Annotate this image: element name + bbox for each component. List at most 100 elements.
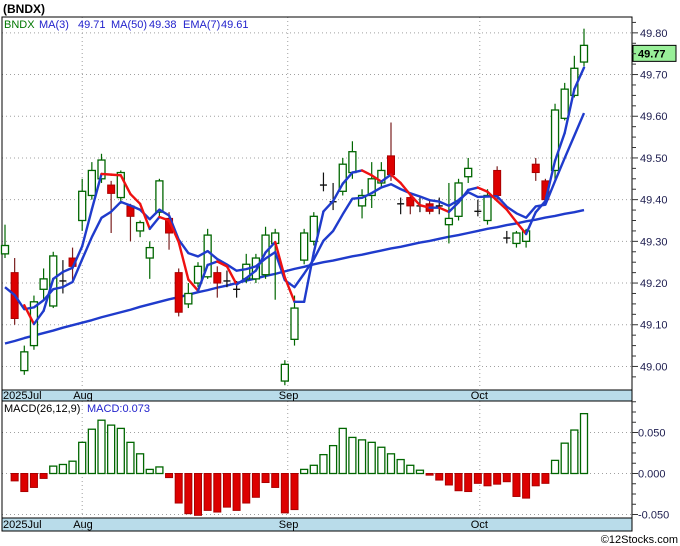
- month-band-top: [1, 389, 633, 402]
- candle: [280, 360, 290, 386]
- ma3-line-segment: [524, 210, 537, 236]
- legend-ma3-value: 49.71: [78, 19, 106, 31]
- candle-body: [107, 184, 116, 194]
- ma3-line-segment: [52, 270, 65, 281]
- macd-bar: [58, 463, 68, 475]
- macd-bar: [280, 473, 289, 514]
- macd-bar: [435, 473, 444, 481]
- macd-bar: [493, 473, 502, 485]
- last-price-badge: 49.77: [632, 44, 677, 62]
- macd-bar: [107, 424, 116, 475]
- candle-body: [299, 232, 309, 261]
- macd-bar: [87, 428, 96, 475]
- macd-bar: [97, 419, 106, 475]
- macd-bar: [232, 473, 241, 511]
- price-tick-label: 49.40: [640, 195, 668, 207]
- last-price-text: 49.77: [638, 48, 666, 60]
- candle-body: [338, 163, 347, 192]
- macd-bar: [184, 473, 193, 515]
- candle-body: [377, 169, 386, 184]
- ma3-line-segment: [476, 186, 489, 193]
- macd-tick-label: 0.000: [638, 469, 666, 481]
- macd-bar: [367, 441, 376, 475]
- candle: [474, 199, 482, 217]
- ma3-line-segment: [505, 208, 518, 224]
- macd-bar: [319, 453, 328, 475]
- candle-body: [531, 163, 540, 174]
- macd-bar: [425, 473, 434, 476]
- ma3-line-segment: [42, 277, 55, 313]
- macd-tick-label: 0.050: [638, 428, 666, 440]
- candle-body: [309, 215, 318, 242]
- ma3-line-segment: [389, 173, 402, 185]
- ma3-line-segment: [312, 210, 325, 254]
- ma3-line-segment: [360, 169, 373, 177]
- ma3-line-segment: [351, 169, 364, 174]
- price-tick-label: 49.00: [640, 361, 668, 373]
- candle: [193, 262, 203, 288]
- macd-bar: [194, 473, 202, 516]
- price-tick-label: 49.20: [640, 278, 668, 290]
- candle: [397, 197, 405, 215]
- candle-body: [20, 351, 29, 372]
- ma3-line-segment: [71, 245, 84, 269]
- candle: [493, 166, 502, 200]
- macd-bar: [68, 460, 77, 475]
- ma3-line-segment: [283, 276, 296, 304]
- legend-ema7-label: EMA(7): [183, 19, 220, 31]
- ma50-line: [4, 208, 585, 345]
- ma3-line-segment: [331, 182, 344, 203]
- ma3-line-segment: [216, 260, 229, 268]
- ma3-line-segment: [235, 276, 248, 286]
- legend-ma50-value: 49.38: [149, 19, 177, 31]
- macd-bar: [444, 473, 453, 486]
- candle: [126, 203, 135, 242]
- macd-legend: MACD(26,12,9) MACD:0.073: [4, 403, 150, 415]
- price-tick-label: 49.80: [640, 28, 668, 40]
- ma3-line-segment: [274, 240, 287, 279]
- month-label-top: 2025Jul: [3, 390, 42, 402]
- candle: [550, 103, 560, 181]
- ma3-line-segment: [177, 240, 190, 281]
- ema7-line: [4, 112, 586, 311]
- ma3-line-segment: [438, 206, 451, 214]
- candle-body: [348, 151, 357, 174]
- ma3-line-segment: [409, 193, 422, 207]
- ma3-line-segment: [264, 240, 277, 254]
- candle-body: [97, 159, 106, 180]
- candle: [531, 157, 540, 181]
- candle: [78, 178, 87, 231]
- candle-body: [512, 232, 521, 245]
- price-tick-label: 49.30: [640, 236, 668, 248]
- ma3-line-segment: [80, 208, 94, 248]
- macd-bar: [135, 453, 145, 475]
- macd-bar: [29, 473, 38, 488]
- macd-bar: [473, 473, 482, 484]
- macd-bar: [522, 473, 531, 499]
- ma3-line-segment: [467, 186, 480, 192]
- watermark-link[interactable]: ©12Stocks.com: [601, 534, 678, 546]
- macd-bar: [10, 473, 19, 482]
- macd-panel-border: [1, 400, 633, 532]
- candle: [387, 122, 395, 181]
- candle-body: [290, 307, 299, 340]
- month-label-bottom: 2025Jul: [3, 519, 42, 531]
- month-label-bottom: Sep: [279, 519, 299, 531]
- macd-bar: [512, 473, 521, 497]
- macd-bar: [290, 473, 299, 511]
- macd-bar: [531, 473, 540, 487]
- macd-bar: [39, 473, 48, 479]
- ma3-line-segment: [399, 181, 412, 196]
- macd-bar: [464, 473, 473, 493]
- price-tick-label: 49.10: [640, 320, 668, 332]
- candle-body: [493, 169, 502, 196]
- candle: [107, 180, 116, 234]
- macd-bar: [261, 473, 270, 484]
- candle: [203, 228, 212, 279]
- ma3-line-segment: [495, 199, 508, 211]
- macd-bar: [299, 468, 309, 475]
- candle: [223, 270, 231, 288]
- candle-body: [116, 171, 125, 199]
- month-band-bottom: [1, 517, 633, 532]
- macd-bar: [348, 436, 357, 475]
